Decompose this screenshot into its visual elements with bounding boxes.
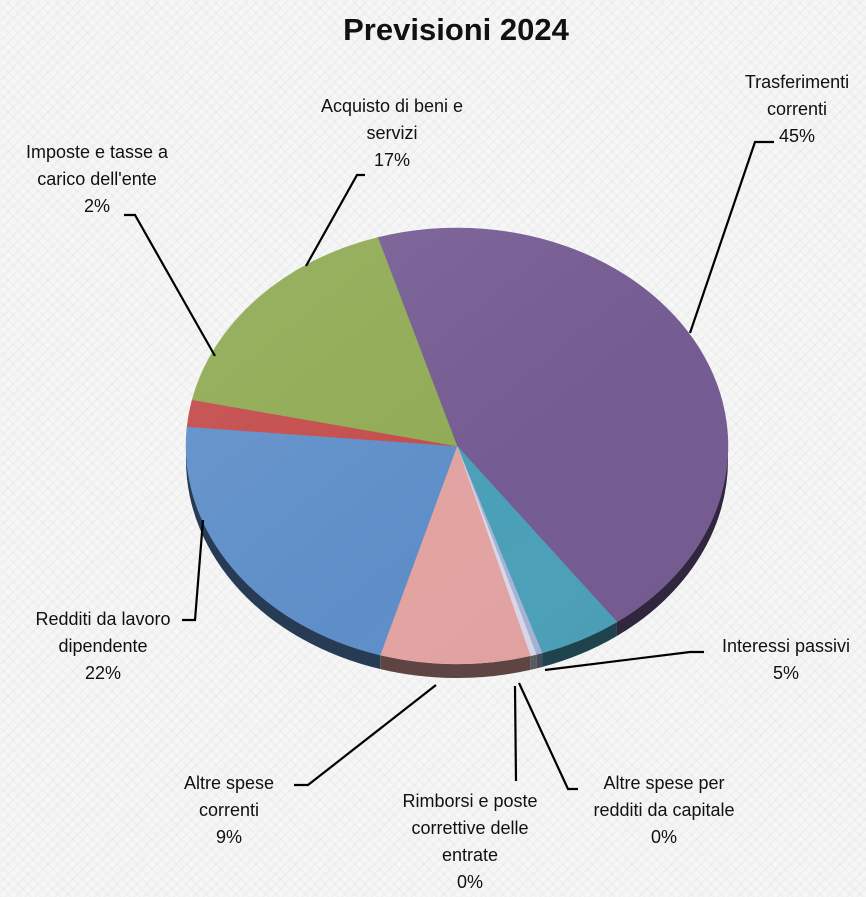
slice-name-line: Imposte e tasse a — [26, 142, 169, 162]
slice-name-line: correttive delle — [411, 818, 528, 838]
slice-percent: 0% — [457, 872, 483, 892]
leader-line-5 — [182, 519, 205, 622]
slice-percent: 0% — [651, 827, 677, 847]
slice-label-4: Altre spese correnti 9% — [184, 773, 274, 847]
slice-percent: 17% — [374, 150, 410, 170]
leader-line-6 — [124, 213, 216, 357]
leader-line-0 — [688, 140, 774, 334]
slice-name-line: carico dell'ente — [37, 169, 157, 189]
leader-line-1 — [544, 650, 704, 672]
leader-line-2 — [518, 682, 578, 791]
slice-name-line: Altre spese per — [603, 773, 724, 793]
leader-line-3 — [513, 685, 518, 782]
slice-name-line: Interessi passivi — [722, 636, 850, 656]
slice-side-5 — [186, 446, 381, 670]
slice-name-line: Altre spese — [184, 773, 274, 793]
slice-label-1: Interessi passivi 5% — [722, 636, 850, 683]
slice-percent: 5% — [773, 663, 799, 683]
slice-name-line: Redditi da lavoro — [35, 609, 170, 629]
pie-slices — [185, 227, 729, 665]
slice-label-7: Acquisto di beni e servizi 17% — [321, 96, 463, 170]
pie-depth — [186, 446, 728, 678]
slice-side-4 — [380, 655, 531, 678]
slice-side-3 — [530, 654, 537, 670]
slice-label-2: Altre spese per redditi da capitale 0% — [593, 773, 734, 847]
slice-percent: 22% — [85, 663, 121, 683]
slice-name-line: redditi da capitale — [593, 800, 734, 820]
slice-side-2 — [536, 652, 543, 669]
slice-label-3: Rimborsi e poste correttive delle entrate 0… — [402, 791, 537, 892]
slice-name-line: entrate — [442, 845, 498, 865]
slice-label-6: Imposte e tasse a carico dell'ente 2% — [26, 142, 169, 216]
slice-side-0 — [616, 446, 728, 636]
slice-name-line: Rimborsi e poste — [402, 791, 537, 811]
leader-lines — [124, 140, 774, 791]
slice-name-line: dipendente — [58, 636, 147, 656]
slice-name-line: Acquisto di beni e — [321, 96, 463, 116]
slice-percent: 9% — [216, 827, 242, 847]
slice-labels: Trasferimenti correnti 45% Interessi passiv… — [26, 72, 850, 892]
slice-name-line: correnti — [767, 99, 827, 119]
pie-highlight — [186, 228, 728, 664]
slice-percent: 2% — [84, 196, 110, 216]
slice-label-5: Redditi da lavoro dipendente 22% — [35, 609, 170, 683]
slice-name-line: correnti — [199, 800, 259, 820]
slice-percent: 45% — [779, 126, 815, 146]
slice-label-0: Trasferimenti correnti 45% — [745, 72, 849, 146]
slice-name-line: Trasferimenti — [745, 72, 849, 92]
slice-side-1 — [542, 621, 617, 667]
leader-line-7 — [305, 173, 365, 267]
chart-title: Previsioni 2024 — [343, 12, 570, 47]
slice-name-line: servizi — [366, 123, 417, 143]
leader-line-4 — [294, 684, 437, 787]
